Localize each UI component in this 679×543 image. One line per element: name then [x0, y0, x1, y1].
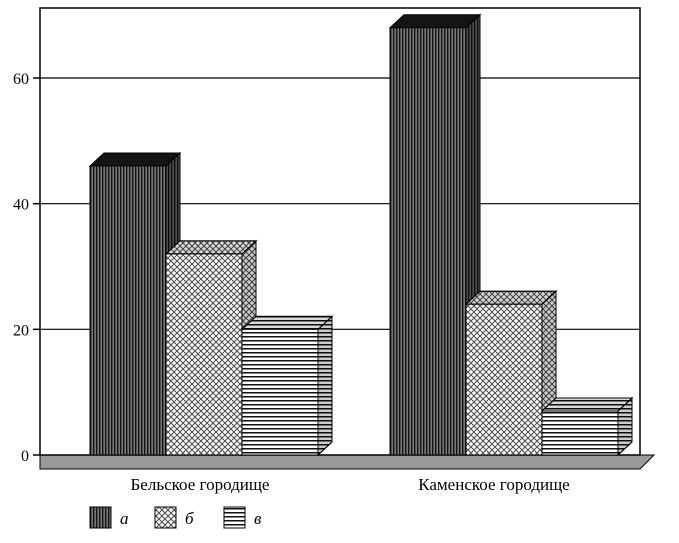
bar-top-face	[88, 152, 182, 167]
legend-label-c: в	[254, 509, 262, 528]
legend-swatch-b	[154, 506, 177, 529]
bar-в-group2	[540, 396, 634, 457]
bar-top-shade	[540, 397, 634, 412]
legend-label-a: а	[120, 509, 129, 528]
bar-б-group2	[464, 290, 558, 457]
bar-front-face	[389, 27, 467, 456]
category-label-2: Каменское городище	[418, 475, 569, 494]
bar-front-face	[541, 410, 619, 456]
legend: а б в	[89, 506, 262, 529]
bars	[88, 13, 634, 457]
y-tick-label-20: 20	[13, 322, 29, 339]
bar-в-group1	[240, 315, 334, 457]
bar-side-shade	[317, 315, 333, 457]
legend-swatch-c	[223, 506, 246, 529]
legend-swatch-a	[89, 506, 112, 529]
category-label-1: Бельское городище	[131, 475, 270, 494]
bar-top-face	[388, 14, 482, 29]
y-axis: 0 20 40 60	[13, 71, 40, 465]
bar-top-shade	[164, 240, 258, 255]
y-tick-label-60: 60	[13, 71, 29, 88]
bar-front-face	[241, 328, 319, 456]
chart-floor	[39, 454, 656, 470]
bar-top-shade	[464, 290, 558, 305]
bar-front-face	[89, 165, 167, 456]
plot-frame	[39, 7, 641, 456]
bar-top-shade	[240, 315, 334, 330]
bar-front-face	[465, 303, 543, 456]
bar-front-face	[165, 253, 243, 456]
y-tick-label-40: 40	[13, 197, 29, 214]
legend-label-b: б	[185, 509, 194, 528]
y-tick-label-0: 0	[21, 448, 29, 465]
